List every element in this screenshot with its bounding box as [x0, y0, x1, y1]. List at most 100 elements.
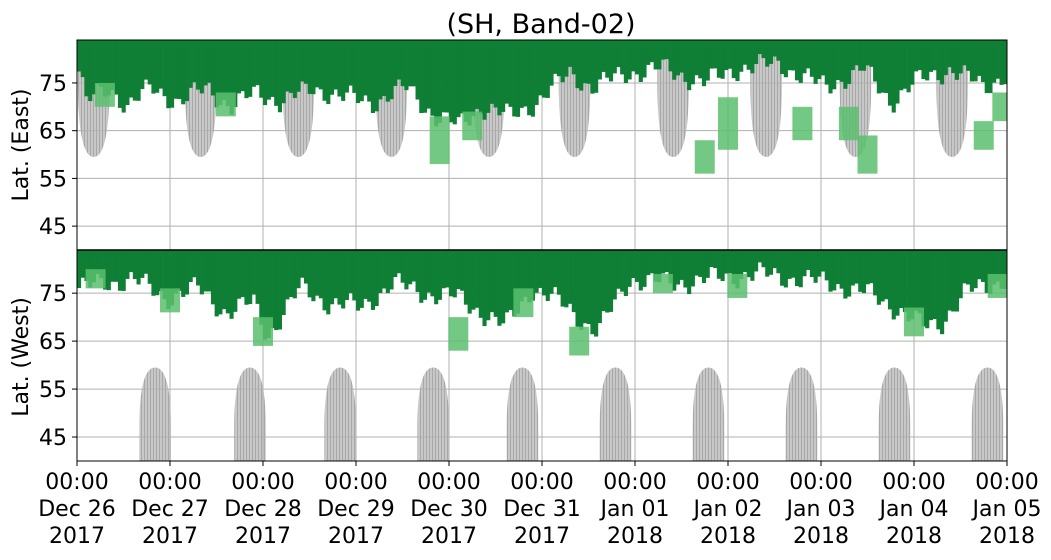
aurora-cell-west-strong — [255, 250, 260, 304]
aurora-cell-east-strong — [698, 40, 703, 79]
aurora-cell-east-strong — [765, 40, 770, 67]
aurora-cell-west-weak — [448, 317, 469, 351]
aurora-cell-west-weak — [727, 273, 748, 298]
aurora-cell-west-strong — [724, 250, 729, 274]
aurora-cell-west-strong — [750, 250, 755, 281]
aurora-cell-west-strong — [170, 250, 175, 306]
aurora-cell-east-strong — [311, 40, 316, 95]
aurora-cell-west-strong — [768, 250, 774, 275]
aurora-cell-west-strong — [571, 250, 576, 313]
aurora-cell-east-strong — [657, 40, 662, 70]
aurora-cell-east-strong — [285, 40, 290, 92]
aurora-cell-east-strong — [847, 40, 852, 84]
aurora-cell-west-strong — [761, 250, 766, 268]
aurora-cell-west-strong — [936, 250, 941, 330]
aurora-cell-west-strong — [620, 250, 625, 292]
x-tick-label: 00:00 — [45, 470, 108, 495]
aurora-cell-east-strong — [947, 40, 952, 68]
aurora-cell-east-strong — [757, 40, 762, 55]
x-tick-label: Jan 01 — [599, 497, 670, 522]
aurora-cell-west-strong — [419, 250, 424, 303]
aurora-cell-east-strong — [742, 40, 747, 65]
aurora-cell-east-strong — [1007, 40, 1011, 72]
aurora-cell-west-strong — [869, 250, 874, 284]
aurora-cell-west-strong — [244, 250, 249, 305]
chart-title: (SH, Band-02) — [446, 9, 635, 40]
aurora-cell-west-strong — [289, 250, 294, 297]
aurora-cell-east-strong — [675, 40, 681, 76]
aurora-cell-east-strong — [887, 40, 893, 106]
aurora-cell-east-strong — [776, 40, 781, 61]
aurora-cell-east-strong — [538, 40, 543, 96]
aurora-cell-west-strong — [296, 250, 301, 289]
aurora-cell-east-strong — [980, 40, 986, 83]
sunlit-region-west — [417, 367, 449, 461]
aurora-cell-west-strong — [251, 250, 256, 295]
x-tick-label: 00:00 — [510, 470, 573, 495]
aurora-cell-west-strong — [668, 250, 673, 284]
y-tick-label-west: 65 — [39, 330, 67, 355]
x-tick-label: 2017 — [235, 524, 291, 549]
aurora-cell-east-strong — [326, 40, 331, 105]
aurora-cell-east-strong — [158, 40, 163, 89]
aurora-cell-west-strong — [902, 250, 907, 313]
aurora-cell-west-strong — [954, 250, 960, 312]
aurora-cell-east-strong — [534, 40, 539, 105]
aurora-cell-east-strong — [114, 40, 119, 95]
aurora-cell-east-strong — [333, 40, 338, 90]
sunlit-region-west — [324, 367, 356, 461]
aurora-cell-east-weak — [462, 111, 483, 141]
aurora-cell-west-strong — [713, 250, 718, 269]
aurora-cell-west-strong — [809, 250, 814, 278]
aurora-cell-west-strong — [378, 250, 383, 293]
y-axis-label-west: Lat. (West) — [9, 297, 34, 417]
aurora-cell-west-strong — [132, 250, 137, 280]
aurora-cell-west-strong — [166, 250, 171, 310]
aurora-cell-west-strong — [690, 250, 695, 287]
aurora-cell-west-strong — [270, 250, 275, 329]
aurora-cell-west-strong — [177, 250, 182, 291]
aurora-cell-east-strong — [586, 40, 591, 84]
aurora-cell-east-strong — [318, 40, 323, 90]
aurora-cell-east-strong — [917, 40, 922, 71]
aurora-cell-east-strong — [203, 40, 208, 86]
aurora-cell-east-strong — [601, 40, 606, 72]
aurora-cell-west-strong — [914, 250, 919, 311]
aurora-cell-east-strong — [787, 40, 792, 71]
aurora-cell-west-strong — [835, 250, 840, 285]
aurora-cell-west-strong — [129, 250, 134, 273]
aurora-cell-west-strong — [675, 250, 681, 285]
aurora-cell-west-strong — [966, 250, 971, 285]
aurora-cell-west-strong — [646, 250, 651, 276]
aurora-cell-east-strong — [207, 40, 212, 83]
aurora-cell-west-strong — [430, 250, 435, 297]
aurora-cell-west-strong — [980, 250, 986, 282]
aurora-cell-west-strong — [225, 250, 230, 314]
aurora-cell-west-strong — [917, 250, 922, 314]
sunlit-region-west — [971, 367, 1004, 461]
aurora-cell-east-strong — [382, 40, 387, 97]
aurora-cell-east-strong — [802, 40, 807, 74]
aurora-cell-east-strong — [251, 40, 256, 87]
aurora-cell-west-strong — [579, 250, 584, 330]
aurora-cell-west-strong — [791, 250, 796, 278]
aurora-cell-east-strong — [125, 40, 130, 106]
aurora-cell-east-strong — [780, 40, 785, 75]
aurora-cell-west-strong — [303, 250, 309, 284]
aurora-cell-east-strong — [84, 40, 89, 97]
aurora-cell-west-strong — [214, 250, 219, 317]
aurora-cell-west-strong — [534, 250, 539, 293]
aurora-cell-west-strong — [887, 250, 893, 310]
aurora-cell-west-strong — [925, 250, 930, 329]
aurora-cell-east-strong — [590, 40, 595, 94]
aurora-cell-east-strong — [117, 40, 123, 108]
aurora-cell-east-strong — [88, 40, 93, 102]
aurora-cell-west-strong — [995, 250, 1000, 282]
aurora-cell-west-strong — [188, 250, 193, 283]
aurora-cell-west-strong — [653, 250, 658, 282]
x-tick-label: Jan 03 — [785, 497, 856, 522]
aurora-cell-east-strong — [661, 40, 666, 60]
aurora-cell-east-strong — [902, 40, 907, 89]
aurora-cell-west-strong — [155, 250, 160, 296]
aurora-cell-east-strong — [716, 40, 721, 78]
